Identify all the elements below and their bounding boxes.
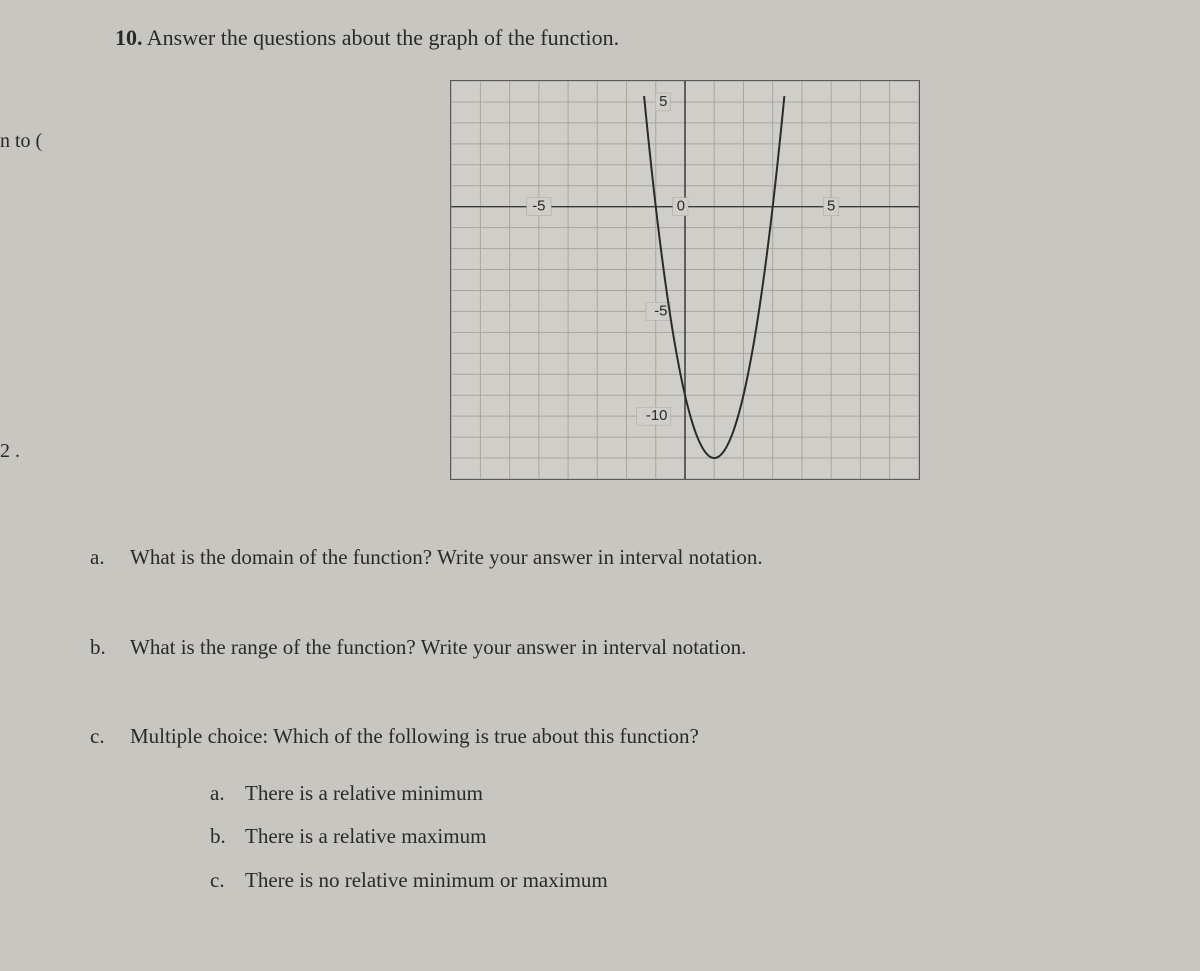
sub-question-a: a. What is the domain of the function? W… [90, 542, 1140, 574]
option-c: c. There is no relative minimum or maxim… [210, 865, 699, 897]
option-a: a. There is a relative minimum [210, 778, 699, 810]
svg-text:0: 0 [677, 198, 685, 215]
question-prompt: Answer the questions about the graph of … [147, 25, 619, 50]
option-text: There is a relative minimum [245, 778, 483, 810]
question-header: 10. Answer the questions about the graph… [115, 25, 619, 51]
question-number: 10. [115, 25, 143, 50]
sub-question-text: What is the range of the function? Write… [130, 632, 746, 664]
svg-text:5: 5 [659, 93, 667, 110]
sub-question-letter: b. [90, 632, 130, 664]
option-b: b. There is a relative maximum [210, 821, 699, 853]
sub-question-text: What is the domain of the function? Writ… [130, 542, 763, 574]
option-letter: c. [210, 865, 245, 897]
svg-text:-10: -10 [646, 407, 668, 424]
sub-question-letter: c. [90, 721, 130, 908]
graph-svg: -5 0 5 5 -5 -10 [451, 81, 919, 479]
option-text: There is a relative maximum [245, 821, 486, 853]
sub-question-c: c. Multiple choice: Which of the followi… [90, 721, 1140, 908]
fragment-text: 2 . [0, 440, 20, 463]
svg-text:5: 5 [827, 198, 835, 215]
multiple-choice-options: a. There is a relative minimum b. There … [210, 778, 699, 897]
option-letter: a. [210, 778, 245, 810]
sub-questions: a. What is the domain of the function? W… [90, 542, 1140, 908]
sub-question-letter: a. [90, 542, 130, 574]
option-letter: b. [210, 821, 245, 853]
svg-text:-5: -5 [654, 302, 667, 319]
sub-question-text: Multiple choice: Which of the following … [130, 721, 699, 753]
svg-text:-5: -5 [532, 198, 545, 215]
fragment-text: n to ( [0, 130, 42, 153]
option-text: There is no relative minimum or maximum [245, 865, 608, 897]
function-graph: -5 0 5 5 -5 -10 [450, 80, 920, 480]
sub-question-b: b. What is the range of the function? Wr… [90, 632, 1140, 664]
